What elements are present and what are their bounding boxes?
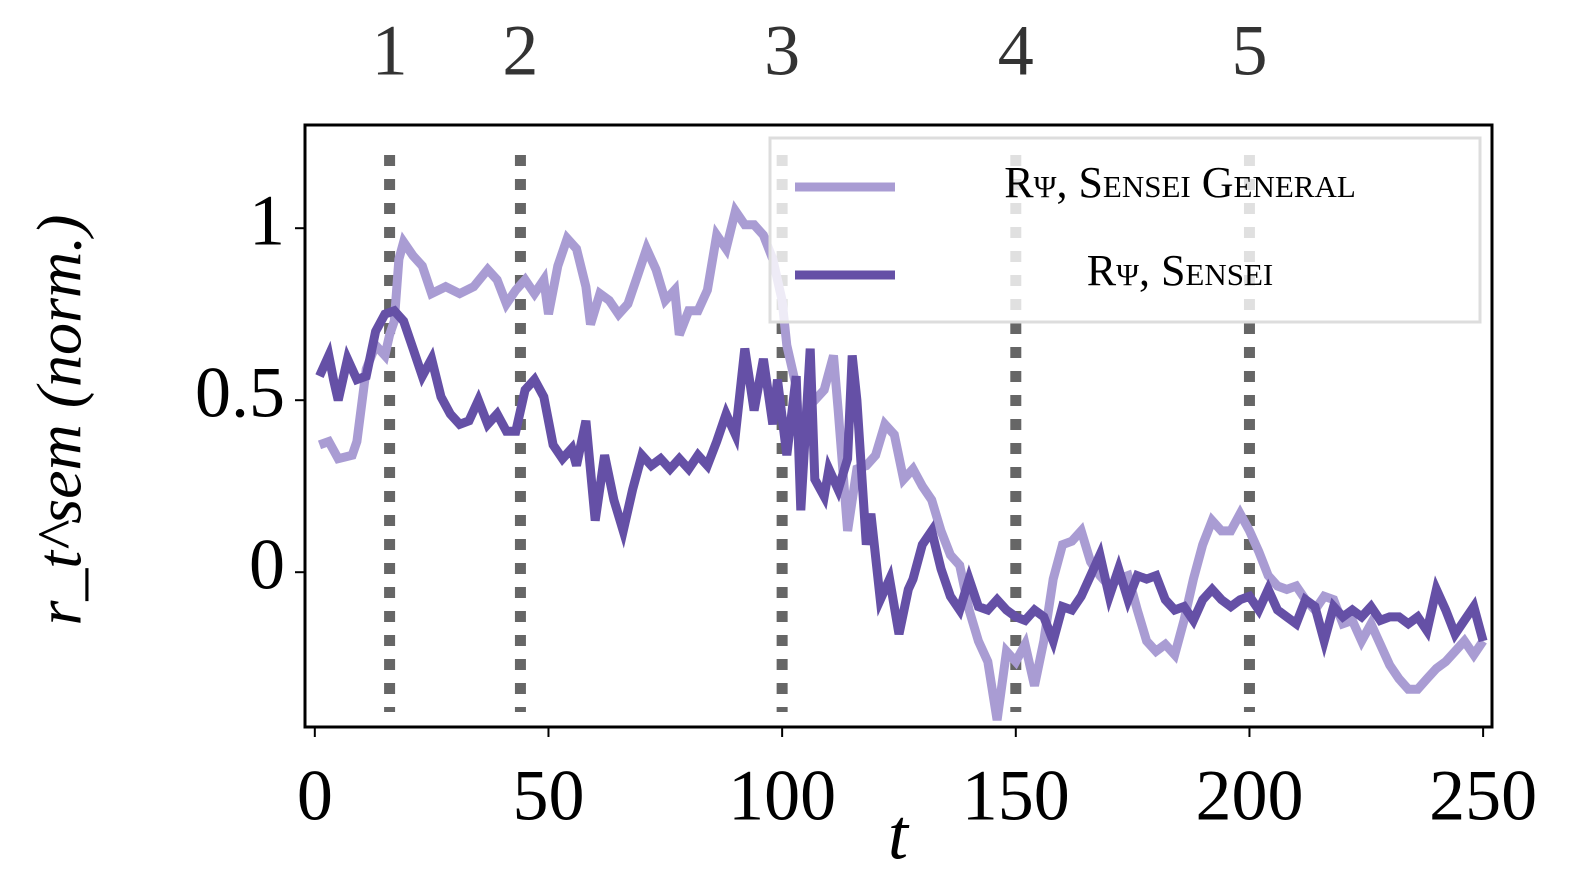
- series-line: [317, 200, 1487, 721]
- series-line: [315, 305, 1488, 659]
- marker-label: 2: [502, 11, 538, 91]
- x-tick-label: 0: [297, 756, 333, 836]
- legend-box: [768, 136, 1482, 324]
- y-tick-label: 0.5: [195, 353, 285, 433]
- legend-label: Rψ, Sensei: [1087, 246, 1274, 295]
- x-tick-label: 100: [728, 756, 836, 836]
- marker-label: 3: [764, 11, 800, 91]
- x-axis-label: t: [888, 795, 910, 875]
- y-axis-label: r_t^sem (norm.): [24, 215, 95, 626]
- x-tick-label: 250: [1429, 756, 1537, 836]
- legend-label: Rψ, Sensei General: [1004, 158, 1356, 207]
- marker-label: 5: [1231, 11, 1267, 91]
- x-tick-label: 150: [962, 756, 1070, 836]
- plot-frame: [303, 123, 1494, 729]
- x-tick-label: 50: [512, 756, 584, 836]
- y-tick-label: 0: [249, 525, 285, 605]
- marker-label: 4: [998, 11, 1034, 91]
- marker-label: 1: [372, 11, 408, 91]
- y-tick-label: 1: [249, 181, 285, 261]
- x-tick-label: 200: [1195, 756, 1303, 836]
